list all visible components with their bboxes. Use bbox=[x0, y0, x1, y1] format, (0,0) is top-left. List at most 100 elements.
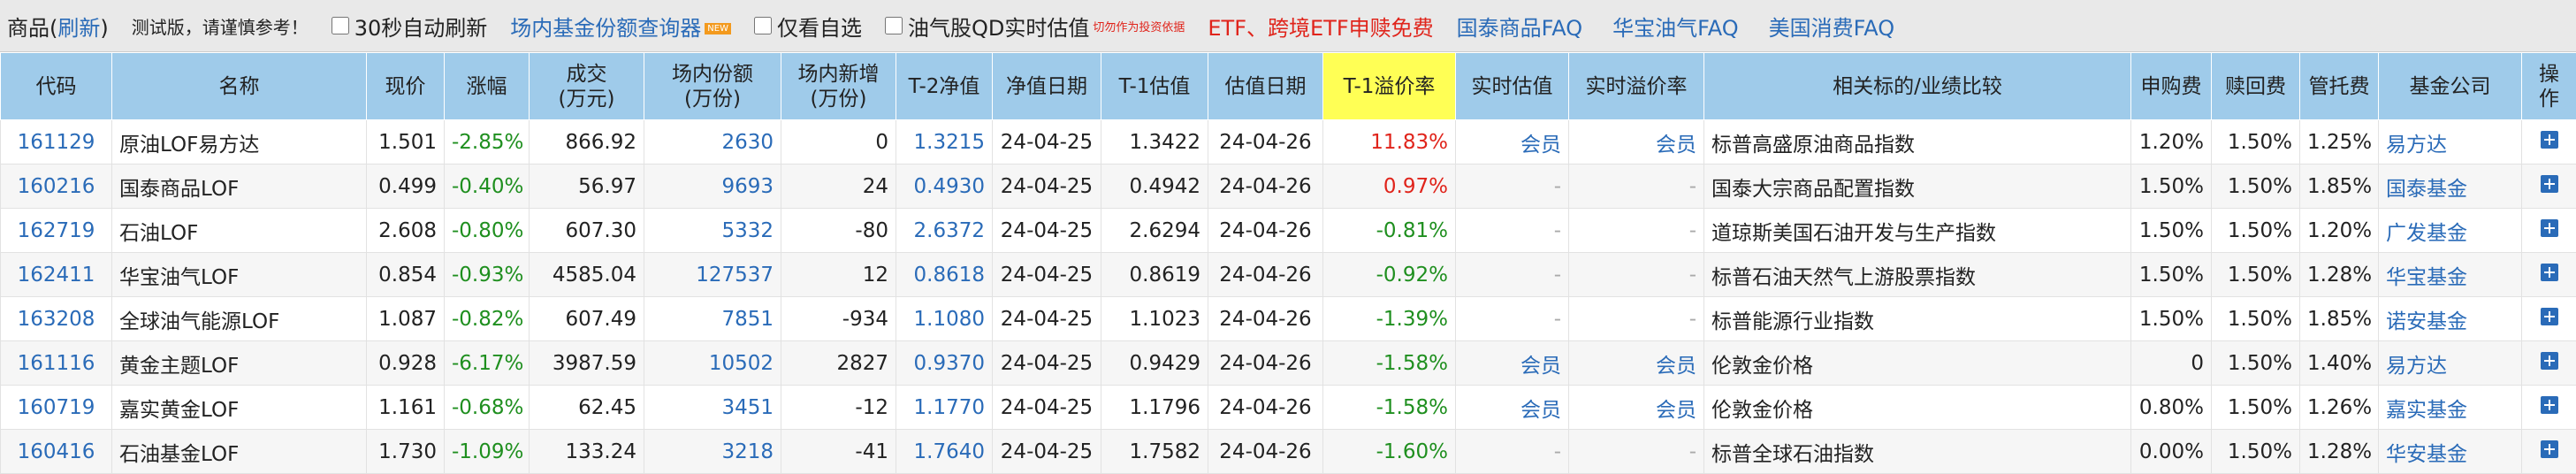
cell[interactable]: 160416 bbox=[1, 430, 112, 474]
cell[interactable]: 易方达 bbox=[2379, 120, 2522, 164]
cell[interactable]: 127537 bbox=[644, 253, 781, 297]
cell: 1.85% bbox=[2300, 297, 2379, 341]
checkbox[interactable] bbox=[332, 17, 349, 34]
cell[interactable]: 华宝基金 bbox=[2379, 253, 2522, 297]
cell[interactable]: 国泰基金 bbox=[2379, 164, 2522, 209]
cell: 2.608 bbox=[367, 209, 445, 253]
cell: 标普能源行业指数 bbox=[1704, 297, 2131, 341]
cell: 1.26% bbox=[2300, 386, 2379, 430]
cell[interactable]: 161129 bbox=[1, 120, 112, 164]
cell[interactable]: - bbox=[1456, 430, 1569, 474]
cell[interactable]: 2630 bbox=[644, 120, 781, 164]
cell: 24-04-26 bbox=[1208, 341, 1323, 386]
cell[interactable]: 1.7640 bbox=[896, 430, 993, 474]
faq-link[interactable]: 国泰商品FAQ bbox=[1457, 11, 1583, 42]
add-button[interactable] bbox=[2541, 396, 2558, 414]
cell[interactable]: 5332 bbox=[644, 209, 781, 253]
cell: -0.40% bbox=[445, 164, 530, 209]
cell[interactable]: 会员 bbox=[1456, 386, 1569, 430]
column-header: 赎回费 bbox=[2212, 53, 2300, 120]
cell: 1.730 bbox=[367, 430, 445, 474]
cell[interactable]: 162411 bbox=[1, 253, 112, 297]
cell[interactable]: - bbox=[1456, 164, 1569, 209]
cell[interactable]: 1.3215 bbox=[896, 120, 993, 164]
only-favorites[interactable]: 仅看自选 bbox=[754, 11, 862, 42]
cell[interactable]: - bbox=[1569, 297, 1704, 341]
cell[interactable]: 会员 bbox=[1456, 120, 1569, 164]
cell[interactable]: 160719 bbox=[1, 386, 112, 430]
cell: 0.928 bbox=[367, 341, 445, 386]
cell: 1.20% bbox=[2300, 209, 2379, 253]
cell: 石油基金LOF bbox=[112, 430, 367, 474]
cell[interactable]: 7851 bbox=[644, 297, 781, 341]
cell[interactable]: 1.1080 bbox=[896, 297, 993, 341]
section: 商品(刷新) bbox=[7, 11, 109, 42]
cell: -41 bbox=[781, 430, 896, 474]
add-button[interactable] bbox=[2541, 219, 2558, 237]
cell[interactable]: 161116 bbox=[1, 341, 112, 386]
add-button[interactable] bbox=[2541, 131, 2558, 149]
cell[interactable]: - bbox=[1569, 164, 1704, 209]
refresh-link[interactable]: 刷新 bbox=[57, 16, 100, 41]
cell[interactable]: 0.8618 bbox=[896, 253, 993, 297]
cell: 0.4942 bbox=[1101, 164, 1208, 209]
cell: 0 bbox=[2131, 341, 2212, 386]
add-button[interactable] bbox=[2541, 308, 2558, 325]
etf-free[interactable]: ETF、跨境ETF申赎免费 bbox=[1208, 11, 1433, 42]
cell[interactable]: 2.6372 bbox=[896, 209, 993, 253]
column-header: T-2净值 bbox=[896, 53, 993, 120]
cell[interactable]: 163208 bbox=[1, 297, 112, 341]
add-button[interactable] bbox=[2541, 440, 2558, 458]
cell: 2827 bbox=[781, 341, 896, 386]
add-button[interactable] bbox=[2541, 352, 2558, 370]
cell[interactable]: 会员 bbox=[1569, 386, 1704, 430]
new-badge: NEW bbox=[705, 23, 731, 34]
cell[interactable]: 会员 bbox=[1569, 341, 1704, 386]
cell[interactable]: 会员 bbox=[1569, 120, 1704, 164]
add-button[interactable] bbox=[2541, 264, 2558, 281]
cell: -1.58% bbox=[1323, 386, 1456, 430]
cell[interactable]: 3218 bbox=[644, 430, 781, 474]
checkbox[interactable] bbox=[754, 17, 772, 34]
cell: 24-04-25 bbox=[993, 164, 1101, 209]
cell[interactable]: 9693 bbox=[644, 164, 781, 209]
cell: -6.17% bbox=[445, 341, 530, 386]
faq-link[interactable]: 华宝油气FAQ bbox=[1612, 11, 1739, 42]
cell: 0.854 bbox=[367, 253, 445, 297]
cell[interactable]: 0.9370 bbox=[896, 341, 993, 386]
cell: -934 bbox=[781, 297, 896, 341]
cell: -0.80% bbox=[445, 209, 530, 253]
cell[interactable]: 10502 bbox=[644, 341, 781, 386]
cell[interactable]: - bbox=[1456, 209, 1569, 253]
checkbox[interactable] bbox=[885, 17, 903, 34]
cell[interactable]: - bbox=[1456, 253, 1569, 297]
cell[interactable]: 易方达 bbox=[2379, 341, 2522, 386]
cell[interactable]: - bbox=[1569, 209, 1704, 253]
cell: 0.9429 bbox=[1101, 341, 1208, 386]
cell[interactable]: - bbox=[1569, 430, 1704, 474]
cell[interactable]: 华安基金 bbox=[2379, 430, 2522, 474]
faq-link[interactable]: 美国消费FAQ bbox=[1769, 11, 1895, 42]
cell: 133.24 bbox=[530, 430, 644, 474]
cell[interactable]: 160216 bbox=[1, 164, 112, 209]
cell[interactable]: 会员 bbox=[1456, 341, 1569, 386]
cell[interactable]: 广发基金 bbox=[2379, 209, 2522, 253]
add-button[interactable] bbox=[2541, 175, 2558, 193]
cell[interactable]: 嘉实基金 bbox=[2379, 386, 2522, 430]
cell[interactable]: 0.4930 bbox=[896, 164, 993, 209]
cell: 1.1796 bbox=[1101, 386, 1208, 430]
cell[interactable]: 3451 bbox=[644, 386, 781, 430]
cell[interactable]: - bbox=[1569, 253, 1704, 297]
auto-refresh[interactable]: 30秒自动刷新 bbox=[332, 11, 488, 42]
share-query[interactable]: 场内基金份额查询器 NEW bbox=[510, 11, 731, 42]
cell[interactable]: 162719 bbox=[1, 209, 112, 253]
column-header: 现价 bbox=[367, 53, 445, 120]
cell: 1.50% bbox=[2212, 341, 2300, 386]
share-query-link[interactable]: 场内基金份额查询器 bbox=[510, 16, 701, 41]
cell[interactable]: 诺安基金 bbox=[2379, 297, 2522, 341]
cell[interactable]: 1.1770 bbox=[896, 386, 993, 430]
cell[interactable]: - bbox=[1456, 297, 1569, 341]
oil-qd[interactable]: 油气股QD实时估值 bbox=[885, 11, 1089, 42]
column-header: 估值日期 bbox=[1208, 53, 1323, 120]
